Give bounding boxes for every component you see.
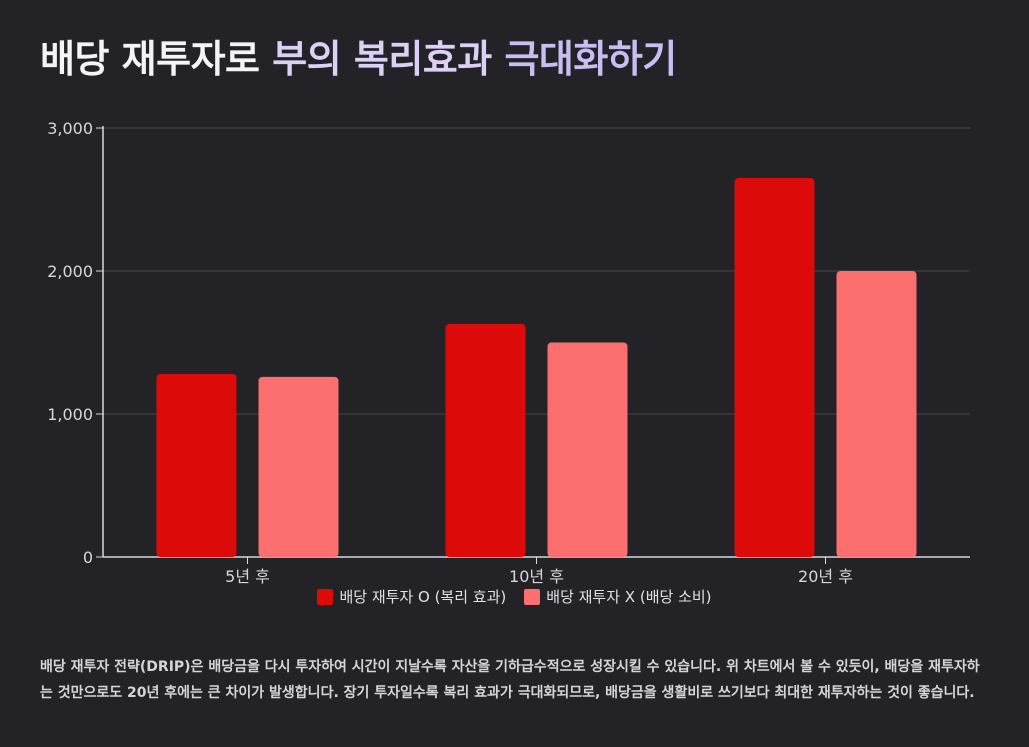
chart-description: 배당 재투자 전략(DRIP)은 배당금을 다시 투자하여 시간이 지날수록 자… [40, 659, 980, 701]
x-tick-label: 5년 후 [225, 567, 270, 586]
title-part-1: 배당 재투자로 [40, 37, 260, 81]
y-tick-label: 2,000 [47, 262, 93, 281]
x-tick-label: 10년 후 [509, 567, 564, 586]
y-tick-label: 3,000 [47, 119, 93, 138]
legend-label-series-1: 배당 재투자 O (복리 효과) [339, 588, 507, 606]
chart-legend: 배당 재투자 O (복리 효과) 배당 재투자 X (배당 소비) [0, 586, 1029, 607]
x-tick-label: 20년 후 [798, 567, 853, 586]
title-part-3: 극대화하기 [504, 37, 677, 81]
title-part-2: 부의 복리효과 [272, 37, 492, 81]
y-tick-label: 1,000 [47, 405, 93, 424]
bar-2-1 [258, 376, 339, 557]
bar-1-1 [156, 373, 237, 557]
page-title: 배당 재투자로 부의 복리효과 극대화하기 [40, 28, 677, 83]
legend-item-series-1[interactable]: 배당 재투자 O (복리 효과) [317, 586, 506, 607]
legend-item-series-2[interactable]: 배당 재투자 X (배당 소비) [524, 586, 712, 607]
bar-chart: 0 1,000 2,000 3,000 5년 후 10년 후 20년 후 [47, 119, 970, 586]
bar-2-3 [836, 271, 917, 557]
legend-label-series-2: 배당 재투자 X (배당 소비) [546, 588, 712, 606]
y-tick-label: 0 [83, 548, 93, 567]
legend-swatch-series-1 [317, 588, 334, 605]
bar-1-3 [734, 178, 815, 558]
legend-swatch-series-2 [524, 588, 541, 605]
bar-1-2 [445, 323, 526, 557]
bar-2-2 [547, 342, 628, 557]
